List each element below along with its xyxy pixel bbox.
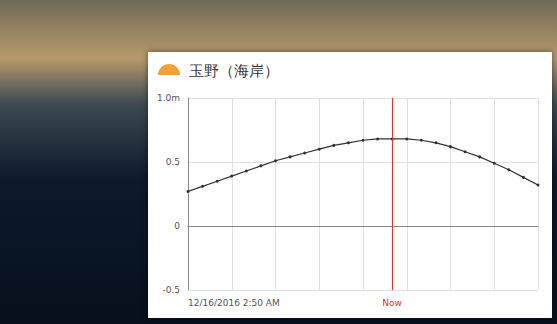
svg-text:12/16/2016 2:50 AM: 12/16/2016 2:50 AM — [188, 298, 280, 308]
svg-text:Now: Now — [382, 298, 402, 308]
svg-text:玉野（海岸）: 玉野（海岸） — [189, 62, 279, 80]
svg-text:0: 0 — [174, 221, 180, 231]
svg-text:1.0m: 1.0m — [157, 93, 180, 103]
svg-text:0.5: 0.5 — [166, 157, 180, 167]
svg-text:-0.5: -0.5 — [162, 285, 180, 295]
